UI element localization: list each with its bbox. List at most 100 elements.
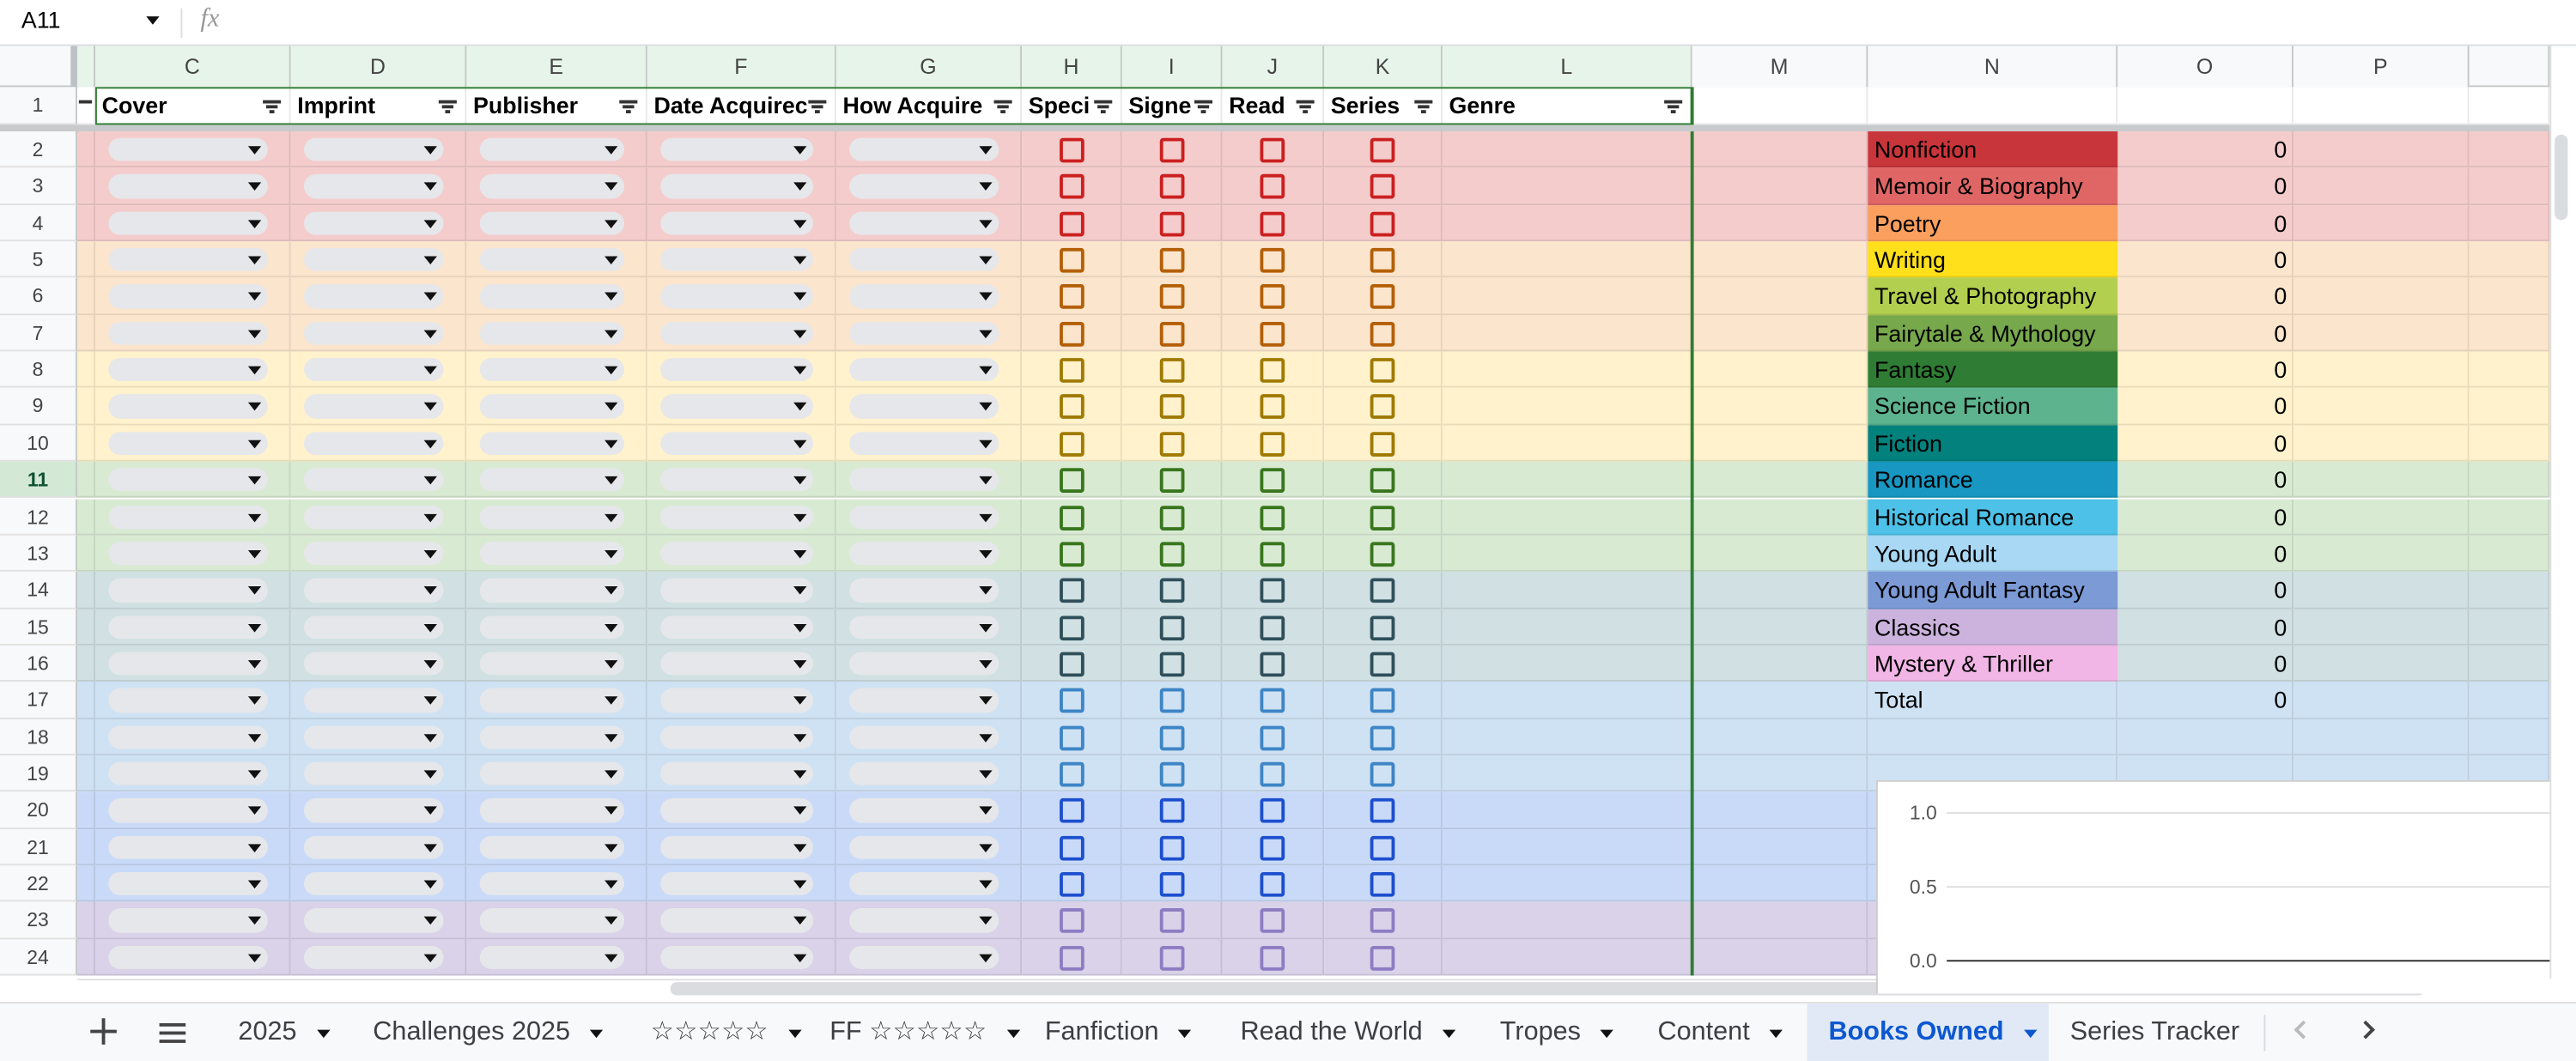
cell[interactable] xyxy=(2117,572,2293,609)
genre-count[interactable]: 0 xyxy=(2274,466,2287,494)
checkbox[interactable] xyxy=(1370,871,1395,897)
checkbox[interactable] xyxy=(1370,137,1395,163)
filter-icon[interactable] xyxy=(1299,105,1311,108)
cell[interactable] xyxy=(1692,682,1868,719)
dropdown[interactable] xyxy=(108,174,268,198)
filter-icon[interactable] xyxy=(997,105,1009,108)
cell[interactable] xyxy=(1692,278,1868,315)
dropdown[interactable] xyxy=(303,542,444,566)
cell[interactable] xyxy=(2293,131,2470,168)
dropdown[interactable] xyxy=(108,615,268,640)
filter-icon[interactable] xyxy=(1194,100,1212,103)
cell[interactable] xyxy=(2469,425,2550,462)
checkbox[interactable] xyxy=(1370,468,1395,494)
cell[interactable] xyxy=(1442,204,1692,242)
dropdown-arrow[interactable] xyxy=(793,623,807,632)
dropdown[interactable] xyxy=(479,652,625,676)
dropdown[interactable] xyxy=(660,358,814,382)
dropdown[interactable] xyxy=(660,725,814,749)
checkbox[interactable] xyxy=(1370,908,1395,934)
checkbox[interactable] xyxy=(1059,835,1084,860)
checkbox[interactable] xyxy=(1158,615,1184,640)
checkbox[interactable] xyxy=(1260,871,1285,897)
filter-icon[interactable] xyxy=(619,100,638,103)
dropdown-arrow[interactable] xyxy=(979,954,993,962)
checkbox[interactable] xyxy=(1260,211,1285,236)
dropdown-arrow[interactable] xyxy=(979,440,993,448)
cell[interactable] xyxy=(1442,87,1692,125)
dropdown-arrow[interactable] xyxy=(979,219,993,228)
checkbox[interactable] xyxy=(1059,431,1084,457)
dropdown[interactable] xyxy=(303,468,444,492)
checkbox[interactable] xyxy=(1059,505,1084,530)
dropdown-arrow[interactable] xyxy=(979,549,993,559)
dropdown-arrow[interactable] xyxy=(423,512,437,522)
checkbox[interactable] xyxy=(1158,578,1184,603)
dropdown-arrow[interactable] xyxy=(605,476,618,485)
genre-count[interactable]: 0 xyxy=(2274,209,2287,236)
cell[interactable] xyxy=(2469,167,2550,205)
checkbox[interactable] xyxy=(1158,284,1184,310)
dropdown-arrow[interactable] xyxy=(247,843,262,852)
dropdown-arrow[interactable] xyxy=(793,440,807,448)
cell[interactable] xyxy=(2469,388,2550,426)
cell[interactable] xyxy=(2117,608,2293,646)
tab-menu[interactable] xyxy=(1442,1029,1456,1039)
dropdown[interactable] xyxy=(660,615,814,640)
column-header[interactable]: I xyxy=(1121,45,1223,88)
cell[interactable] xyxy=(2117,461,2293,499)
sheet-tab[interactable]: ☆☆☆☆☆ xyxy=(650,1018,769,1046)
dropdown-arrow[interactable] xyxy=(423,549,437,559)
row-number[interactable]: 14 xyxy=(0,572,77,609)
dropdown[interactable] xyxy=(303,578,444,603)
row-number[interactable]: 23 xyxy=(0,902,77,939)
dropdown[interactable] xyxy=(303,284,444,309)
tab-menu[interactable] xyxy=(2024,1029,2038,1039)
checkbox[interactable] xyxy=(1158,688,1184,713)
filter-icon[interactable] xyxy=(441,105,454,108)
filter-icon[interactable] xyxy=(1296,100,1315,103)
dropdown[interactable] xyxy=(479,505,625,529)
dropdown[interactable] xyxy=(479,908,625,933)
cell[interactable] xyxy=(76,791,95,829)
dropdown-arrow[interactable] xyxy=(793,917,807,925)
checkbox[interactable] xyxy=(1059,725,1084,750)
tab-menu[interactable] xyxy=(317,1029,331,1039)
filter-icon[interactable] xyxy=(1667,105,1680,108)
cell[interactable] xyxy=(1868,87,2118,125)
filter-icon[interactable] xyxy=(993,100,1012,103)
dropdown-arrow[interactable] xyxy=(793,293,807,301)
cell[interactable] xyxy=(2469,204,2550,242)
dropdown-arrow[interactable] xyxy=(605,659,618,669)
sheet-tab[interactable]: Books Owned xyxy=(1828,1018,2004,1046)
cell[interactable] xyxy=(1692,351,1868,389)
filter-icon[interactable] xyxy=(623,105,635,108)
dropdown[interactable] xyxy=(479,835,625,859)
cell[interactable] xyxy=(1022,902,1122,939)
checkbox[interactable] xyxy=(1158,247,1184,273)
column-header[interactable]: F xyxy=(647,45,836,88)
cell[interactable] xyxy=(1442,572,1692,609)
cell[interactable] xyxy=(1692,755,1868,792)
column-header[interactable]: G xyxy=(835,45,1023,88)
genre-count[interactable]: 0 xyxy=(2274,650,2287,677)
checkbox[interactable] xyxy=(1158,725,1184,750)
dropdown[interactable] xyxy=(303,395,444,419)
dropdown-arrow[interactable] xyxy=(793,549,807,559)
cell[interactable] xyxy=(1442,791,1692,829)
checkbox[interactable] xyxy=(1158,542,1184,567)
column-header[interactable]: J xyxy=(1222,45,1325,88)
checkbox[interactable] xyxy=(1370,798,1395,824)
dropdown[interactable] xyxy=(660,871,814,896)
dropdown-arrow[interactable] xyxy=(793,659,807,669)
dropdown-arrow[interactable] xyxy=(605,733,618,743)
dropdown[interactable] xyxy=(479,542,625,566)
dropdown[interactable] xyxy=(849,945,999,969)
checkbox[interactable] xyxy=(1059,688,1084,713)
dropdown[interactable] xyxy=(660,578,814,603)
cell[interactable] xyxy=(1324,388,1443,426)
dropdown[interactable] xyxy=(108,798,268,822)
dropdown[interactable] xyxy=(303,945,444,969)
dropdown[interactable] xyxy=(108,761,268,786)
tab-menu[interactable] xyxy=(1600,1029,1613,1039)
